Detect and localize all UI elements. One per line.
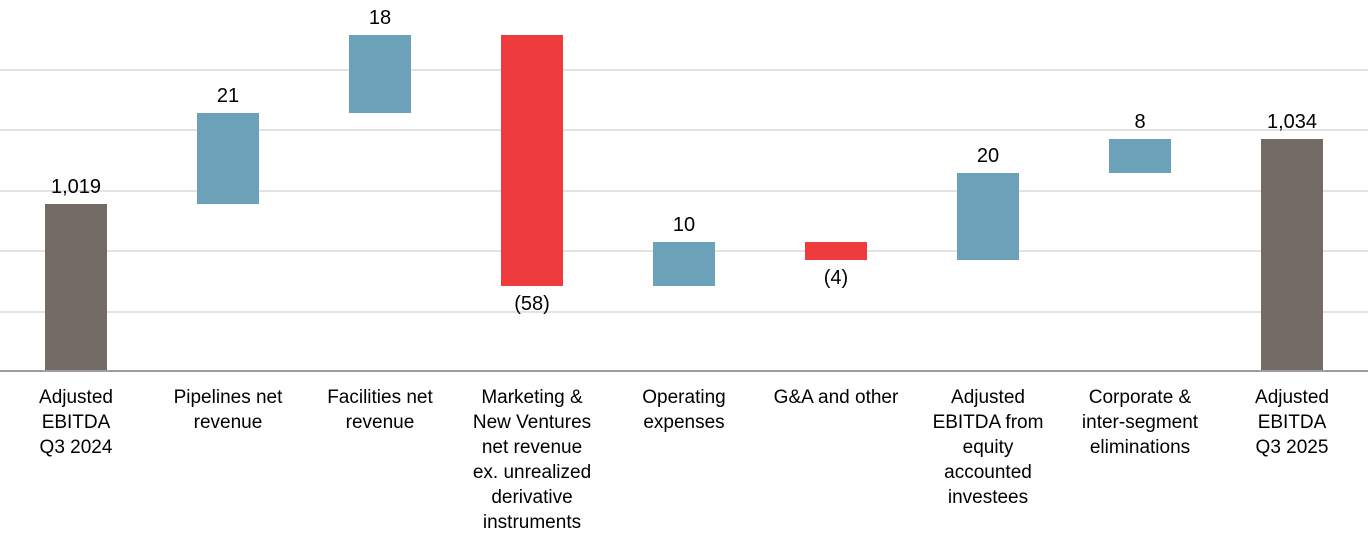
category-label-line: net revenue — [481, 437, 583, 458]
category-label-operating-expenses: Operating expenses — [608, 385, 760, 435]
category-label-adjusted-ebitda-q3-2024: Adjusted EBITDA Q3 2024 — [0, 385, 152, 460]
category-label-line: eliminations — [1089, 437, 1191, 458]
category-label-line: ex. unrealized — [472, 462, 592, 483]
category-label-adjusted-ebitda-q3-2025: Adjusted EBITDA Q3 2025 — [1216, 385, 1368, 460]
data-label-corporate-inter-segment-eliminations: 8 — [1134, 110, 1146, 133]
category-label-line: Adjusted — [39, 387, 113, 408]
category-label-line: New Ventures — [472, 412, 592, 433]
category-label-line: Operating — [642, 387, 726, 408]
category-label-line: inter-segment — [1081, 412, 1199, 433]
x-axis-line — [0, 370, 1368, 372]
bar-corporate-inter-segment-eliminations — [1109, 138, 1171, 174]
data-label-g-a-and-other: (4) — [823, 266, 849, 289]
gridline — [0, 310, 1368, 313]
category-label-g-a-and-other: G&A and other — [760, 385, 912, 410]
category-label-line: Pipelines net — [173, 387, 283, 408]
bar-marketing-new-ventures-net-revenue-ex-unrealized-derivative-instruments — [501, 35, 563, 286]
category-label-line: revenue — [345, 412, 415, 433]
category-label-line: instruments — [482, 512, 582, 533]
gridline — [0, 189, 1368, 192]
category-label-line: Corporate & — [1088, 387, 1192, 408]
bar-operating-expenses — [653, 242, 715, 286]
data-label-facilities-net-revenue: 18 — [368, 7, 392, 30]
category-label-line: Marketing & — [481, 387, 583, 408]
category-label-line: Q3 2024 — [39, 437, 113, 458]
gridline — [0, 129, 1368, 132]
bar-adjusted-ebitda-q3-2025 — [1261, 138, 1323, 372]
bar-pipelines-net-revenue — [197, 112, 259, 204]
category-label-line: EBITDA — [41, 412, 111, 433]
category-label-line: investees — [947, 487, 1029, 508]
category-label-facilities-net-revenue: Facilities net revenue — [304, 385, 456, 435]
bar-facilities-net-revenue — [349, 35, 411, 113]
bar-adjusted-ebitda-q3-2024 — [45, 203, 107, 372]
gridline — [0, 68, 1368, 71]
data-label-operating-expenses: 10 — [672, 214, 696, 237]
category-label-corporate-inter-segment-eliminations: Corporate & inter-segment eliminations — [1064, 385, 1216, 460]
category-label-adjusted-ebitda-from-equity-accounted-investees: Adjusted EBITDA from equity accounted invest… — [912, 385, 1064, 510]
category-label-line: EBITDA from — [932, 412, 1044, 433]
category-label-line: Q3 2025 — [1255, 437, 1329, 458]
data-label-adjusted-ebitda-q3-2024: 1,019 — [50, 175, 102, 198]
data-label-marketing-new-ventures-net-revenue-ex-unrealized-derivative-instruments: (58) — [514, 292, 550, 315]
bar-adjusted-ebitda-from-equity-accounted-investees — [957, 173, 1019, 260]
category-label-pipelines-net-revenue: Pipelines net revenue — [152, 385, 304, 435]
category-label-line: G&A and other — [773, 387, 899, 408]
category-label-line: expenses — [643, 412, 725, 433]
category-label-line: accounted — [944, 462, 1032, 483]
category-label-line: Facilities net — [327, 387, 433, 408]
bar-g-a-and-other — [805, 242, 867, 260]
data-label-adjusted-ebitda-from-equity-accounted-investees: 20 — [976, 145, 1000, 168]
category-label-line: equity — [962, 437, 1014, 458]
category-label-line: revenue — [193, 412, 263, 433]
category-label-line: Adjusted — [1255, 387, 1329, 408]
data-label-adjusted-ebitda-q3-2025: 1,034 — [1266, 110, 1318, 133]
data-label-pipelines-net-revenue: 21 — [216, 84, 240, 107]
category-label-marketing-new-ventures-net-revenue-ex-unrealized-derivative-instruments: Marketing & New Ventures net revenue ex. un… — [456, 385, 608, 535]
category-label-line: Adjusted — [951, 387, 1025, 408]
category-label-line: derivative — [491, 487, 573, 508]
category-label-line: EBITDA — [1257, 412, 1327, 433]
